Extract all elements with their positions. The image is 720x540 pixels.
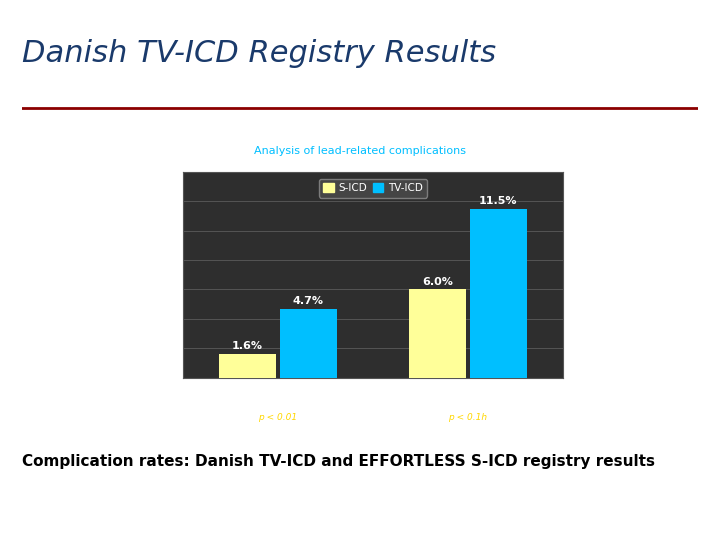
Text: p < 0.01: p < 0.01 (258, 413, 297, 422)
Legend: S-ICD, TV-ICD: S-ICD, TV-ICD (319, 179, 427, 198)
Text: uams.edu: uams.edu (570, 522, 611, 531)
Text: 6.0%: 6.0% (422, 276, 453, 287)
Bar (409, 289, 466, 377)
Text: 1.6%: 1.6% (232, 341, 263, 351)
Bar (280, 308, 337, 377)
Bar (219, 354, 276, 377)
Y-axis label: Incidence (% pts): Incidence (% pts) (132, 232, 142, 318)
Text: Analysis of lead-related complications: Analysis of lead-related complications (254, 146, 466, 156)
Text: UNIVERSITY OF ARKANSAS: UNIVERSITY OF ARKANSAS (616, 503, 708, 509)
Text: All complications and observations: All complications and observations (389, 393, 547, 402)
Text: Complication rates: Danish TV-ICD and EFFORTLESS S-ICD registry results: Complication rates: Danish TV-ICD and EF… (22, 454, 654, 469)
Text: FOR MEDICAL SCIENCES: FOR MEDICAL SCIENCES (621, 515, 704, 521)
Text: pediatric-cardiology.com: pediatric-cardiology.com (4, 520, 97, 529)
Text: UAMS: UAMS (563, 491, 618, 509)
Text: Lead-related reintervention: Lead-related reintervention (215, 393, 341, 402)
Text: Pediatrics: Pediatrics (321, 492, 399, 507)
Text: Danish TV-ICD Registry Results: Danish TV-ICD Registry Results (22, 39, 496, 69)
Text: p < 0.1h: p < 0.1h (449, 413, 487, 422)
Text: arpediatrics.org: arpediatrics.org (321, 521, 399, 531)
Bar (470, 208, 527, 377)
Text: 11.5%: 11.5% (480, 195, 518, 206)
Text: Heart•Center: Heart•Center (4, 493, 97, 506)
Text: 4.7%: 4.7% (293, 295, 324, 306)
